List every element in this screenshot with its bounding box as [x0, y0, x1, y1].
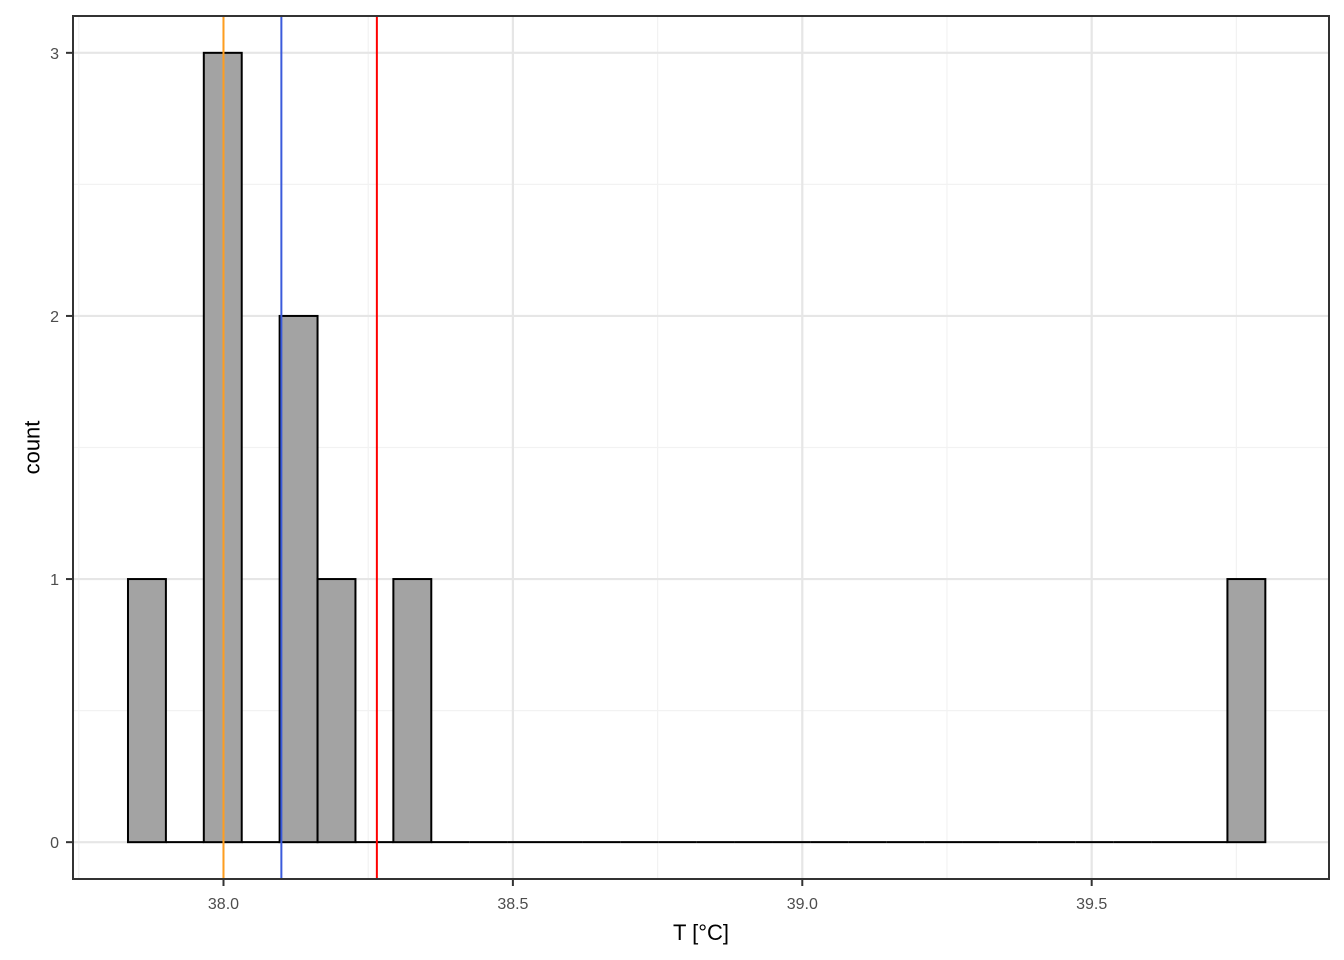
- y-tick-label: 1: [50, 572, 59, 589]
- y-tick-label: 2: [50, 309, 59, 326]
- x-tick-label: 38.5: [497, 896, 528, 913]
- x-axis: 38.0 38.5 39.0 39.5: [208, 879, 1107, 913]
- y-axis-title: count: [20, 421, 45, 475]
- histogram-bar-4: [278, 314, 319, 844]
- x-tick-label: 39.5: [1076, 896, 1107, 913]
- reference-lines: [222, 16, 378, 879]
- y-tick-label: 0: [50, 835, 59, 852]
- y-tick-label: 3: [50, 46, 59, 63]
- x-tick-label: 39.0: [787, 896, 818, 913]
- histogram-bar-5: [316, 578, 357, 844]
- histogram-bar-29: [1226, 578, 1267, 844]
- y-axis: 0 1 2 3: [50, 46, 73, 852]
- histogram-bar-0: [126, 578, 167, 844]
- x-axis-title: T [°C]: [673, 920, 729, 945]
- panel-border: [72, 15, 1330, 880]
- x-tick-label: 38.0: [208, 896, 239, 913]
- histogram-bar-7: [392, 578, 433, 844]
